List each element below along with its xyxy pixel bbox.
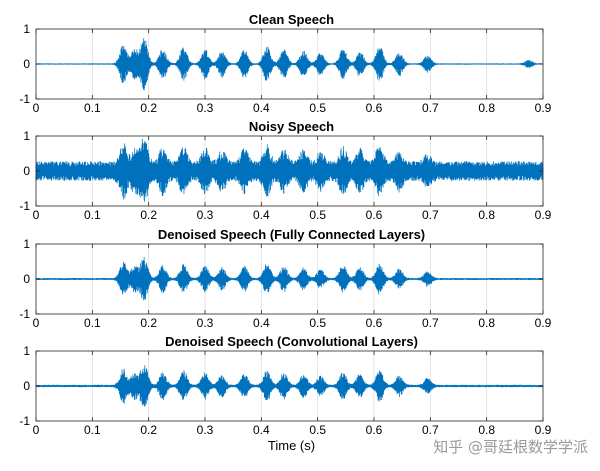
- x-tick-label: 0.7: [422, 208, 439, 222]
- x-tick-label: 0.2: [140, 101, 157, 115]
- x-tick-label: 0.6: [366, 316, 383, 330]
- y-tick-label: 0: [23, 379, 30, 393]
- x-tick-label: 0: [33, 423, 40, 437]
- x-tick-label: 0.9: [535, 101, 552, 115]
- y-tick-label: -1: [19, 199, 30, 213]
- x-tick-label: 0.1: [84, 423, 101, 437]
- y-tick-label: -1: [19, 92, 30, 106]
- y-tick-label: -1: [19, 307, 30, 321]
- x-tick-label: 0.3: [197, 101, 214, 115]
- x-tick-label: 0.5: [309, 101, 326, 115]
- x-axis-label: Time (s): [268, 438, 315, 453]
- y-tick-label: 1: [23, 129, 30, 143]
- x-tick-label: 0.9: [535, 423, 552, 437]
- x-tick-label: 0.6: [366, 423, 383, 437]
- subplot-4: 0 0.1 0.2 0.3 0.4 0.5 0.6 0.7 0.8 0.910-1Denoised…: [19, 334, 551, 453]
- y-tick-label: 0: [23, 57, 30, 71]
- x-tick-label: 0.1: [84, 208, 101, 222]
- x-tick-label: 0.2: [140, 316, 157, 330]
- y-tick-label: 1: [23, 344, 30, 358]
- x-tick-label: 0.9: [535, 316, 552, 330]
- x-tick-label: 0.7: [422, 423, 439, 437]
- x-tick-label: 0: [33, 101, 40, 115]
- x-tick-label: 0.4: [253, 316, 270, 330]
- x-tick-label: 0.6: [366, 208, 383, 222]
- x-tick-label: 0.9: [535, 208, 552, 222]
- x-tick-label: 0.3: [197, 423, 214, 437]
- subplot-3: 0 0.1 0.2 0.3 0.4 0.5 0.6 0.7 0.8 0.910-1Denoised…: [19, 227, 551, 330]
- x-tick-label: 0.1: [84, 101, 101, 115]
- x-tick-label: 0.6: [366, 101, 383, 115]
- x-tick-label: 0: [33, 208, 40, 222]
- y-tick-label: 1: [23, 22, 30, 36]
- y-tick-label: 1: [23, 237, 30, 251]
- x-tick-label: 0.8: [478, 423, 495, 437]
- x-tick-label: 0.5: [309, 316, 326, 330]
- x-tick-label: 0.3: [197, 208, 214, 222]
- watermark: 知乎 @哥廷根数学学派: [433, 438, 588, 456]
- x-tick-label: 0.8: [478, 316, 495, 330]
- x-tick-label: 0.5: [309, 208, 326, 222]
- y-tick-label: 0: [23, 164, 30, 178]
- x-tick-label: 0.7: [422, 101, 439, 115]
- y-tick-label: 0: [23, 272, 30, 286]
- x-tick-label: 0.8: [478, 101, 495, 115]
- subplot-title: Denoised Speech (Fully Connected Layers): [158, 227, 425, 242]
- x-tick-label: 0.4: [253, 208, 270, 222]
- x-tick-label: 0.4: [253, 423, 270, 437]
- x-tick-label: 0.5: [309, 423, 326, 437]
- x-tick-label: 0.3: [197, 316, 214, 330]
- x-tick-label: 0.2: [140, 423, 157, 437]
- x-tick-label: 0.1: [84, 316, 101, 330]
- x-tick-label: 0.4: [253, 101, 270, 115]
- subplot-title: Noisy Speech: [249, 119, 334, 134]
- x-tick-label: 0.2: [140, 208, 157, 222]
- subplot-title: Denoised Speech (Convolutional Layers): [165, 334, 418, 349]
- x-tick-label: 0.7: [422, 316, 439, 330]
- x-tick-label: 0: [33, 316, 40, 330]
- x-tick-label: 0.8: [478, 208, 495, 222]
- subplot-title: Clean Speech: [249, 12, 334, 27]
- y-tick-label: -1: [19, 414, 30, 428]
